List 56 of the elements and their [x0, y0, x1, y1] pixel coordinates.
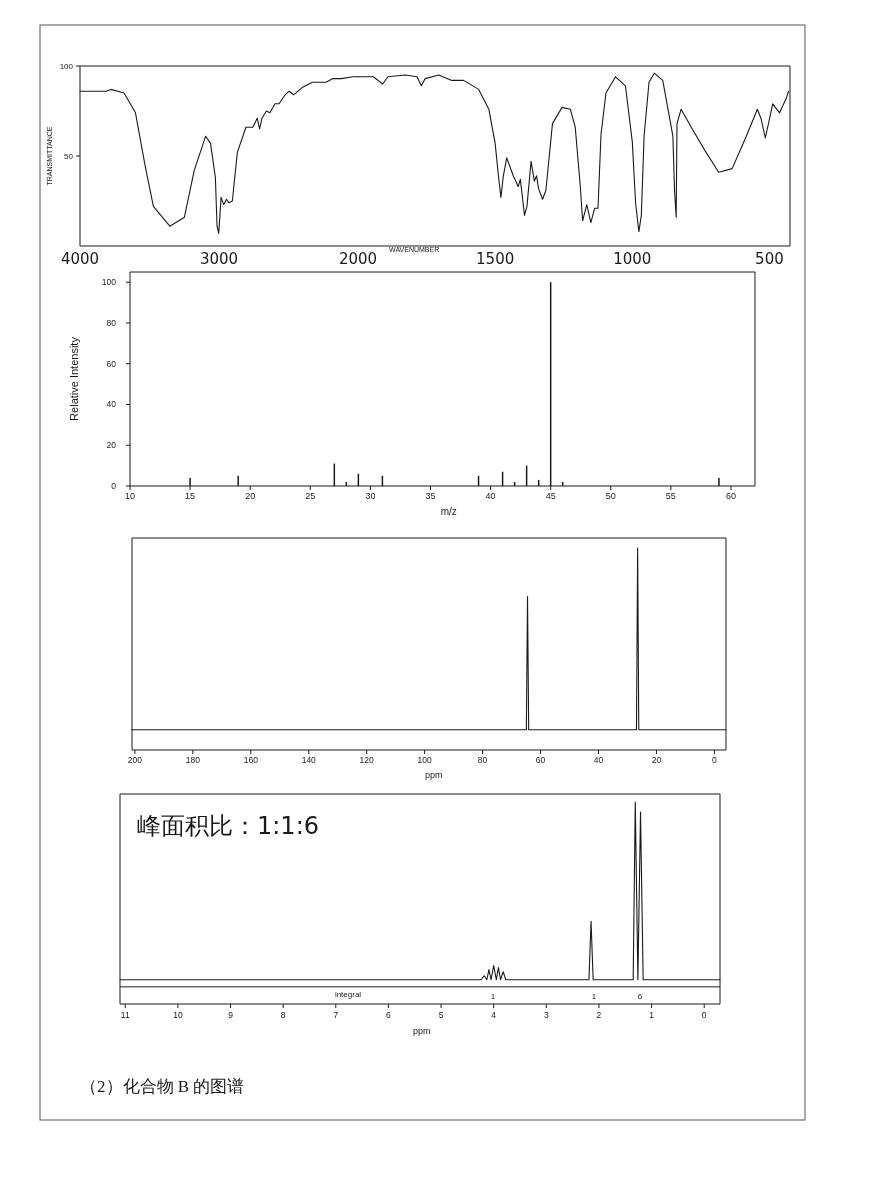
x-tick-label: 20 — [651, 755, 662, 765]
x-tick-label: 3 — [543, 1010, 549, 1020]
y-tick-label: 40 — [106, 399, 117, 410]
x-axis-title: m/z — [440, 505, 457, 517]
x-tick-label: 1000 — [613, 250, 652, 268]
x-tick-label: 4000 — [60, 250, 100, 268]
x-tick-label: 40 — [593, 755, 604, 765]
x-tick-label: 1500 — [476, 250, 515, 268]
x-tick-label: 180 — [185, 755, 201, 765]
annotation: 6 — [637, 992, 643, 1001]
y-tick-label: 20 — [106, 440, 117, 451]
x-tick-label: 120 — [359, 755, 375, 765]
x-tick-label: 3000 — [199, 250, 239, 268]
x-tick-label: 55 — [665, 491, 676, 501]
x-tick-label: 60 — [725, 491, 736, 501]
x-tick-label: 7 — [333, 1010, 339, 1020]
x-tick-label: 8 — [280, 1010, 286, 1020]
x-tick-label: 0 — [712, 755, 718, 765]
x-tick-label: 35 — [425, 491, 436, 501]
x-tick-label: 4 — [491, 1010, 497, 1020]
x-tick-label: 30 — [365, 491, 376, 501]
x-tick-label: 9 — [228, 1010, 234, 1020]
x-tick-label: 200 — [127, 755, 143, 765]
x-tick-label: 50 — [605, 491, 616, 501]
x-tick-label: 0 — [701, 1010, 707, 1020]
x-tick-label: 1 — [649, 1010, 655, 1020]
x-tick-label: 2 — [596, 1010, 602, 1020]
y-tick-label: 60 — [106, 358, 117, 369]
x-tick-label: 160 — [243, 755, 259, 765]
x-tick-label: 10 — [124, 491, 136, 501]
annotation: 1 — [591, 992, 597, 1001]
x-tick-label: 2000 — [338, 250, 378, 268]
x-tick-label: 140 — [301, 755, 317, 765]
annotation: 峰面积比：1:1:6 — [137, 812, 319, 840]
x-axis-title: ppm — [413, 1026, 431, 1037]
annotation: 1 — [490, 992, 496, 1001]
x-tick-label: 60 — [535, 755, 546, 765]
x-tick-label: 10 — [173, 1010, 183, 1020]
x-tick-label: 15 — [185, 491, 196, 501]
y-tick-label: 0 — [111, 480, 117, 491]
y-tick-label: 100 — [101, 277, 117, 288]
x-tick-label: 80 — [477, 755, 488, 765]
x-tick-label: 40 — [485, 491, 496, 501]
x-axis-title: ppm — [424, 770, 443, 781]
x-tick-label: 5 — [438, 1010, 444, 1020]
x-tick-label: 500 — [755, 250, 784, 268]
x-tick-label: 45 — [545, 491, 556, 501]
text: （2）化合物 B 的图谱 — [80, 1077, 245, 1096]
ref-line-label: integral — [334, 989, 362, 999]
y-tick-label: 80 — [106, 317, 117, 328]
x-tick-label: 20 — [245, 491, 256, 501]
y-axis-title: Relative Intensity — [68, 336, 80, 421]
x-tick-label: 6 — [386, 1010, 392, 1020]
x-tick-label: 11 — [120, 1010, 130, 1020]
x-tick-label: 25 — [305, 491, 316, 501]
x-tick-label: 100 — [417, 755, 433, 765]
